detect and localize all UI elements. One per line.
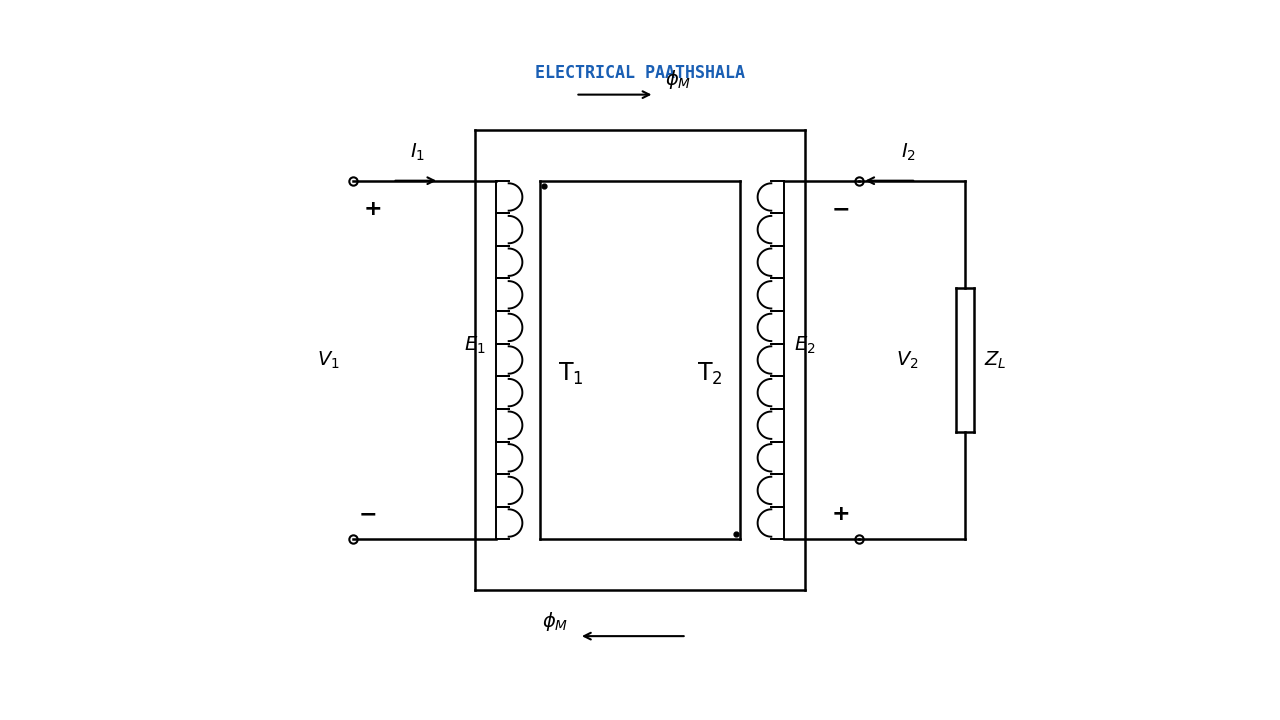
- Text: $V_2$: $V_2$: [896, 349, 919, 371]
- Text: $E_2$: $E_2$: [795, 335, 815, 356]
- Text: ELECTRICAL PAATHSHALA: ELECTRICAL PAATHSHALA: [535, 64, 745, 82]
- Text: $\phi_M$: $\phi_M$: [666, 68, 691, 91]
- Text: +: +: [364, 199, 383, 220]
- Text: −: −: [832, 199, 850, 220]
- Text: $I_1$: $I_1$: [410, 141, 425, 163]
- Text: $Z_L$: $Z_L$: [984, 349, 1007, 371]
- Text: +: +: [832, 504, 850, 524]
- Text: −: −: [358, 504, 376, 524]
- Text: $\phi_M$: $\phi_M$: [541, 610, 568, 633]
- Text: $V_1$: $V_1$: [316, 349, 339, 371]
- Text: $\mathsf{T_1}$: $\mathsf{T_1}$: [558, 361, 584, 387]
- Text: $\mathsf{T_2}$: $\mathsf{T_2}$: [696, 361, 722, 387]
- Text: $I_2$: $I_2$: [901, 141, 916, 163]
- Text: $E_1$: $E_1$: [463, 335, 485, 356]
